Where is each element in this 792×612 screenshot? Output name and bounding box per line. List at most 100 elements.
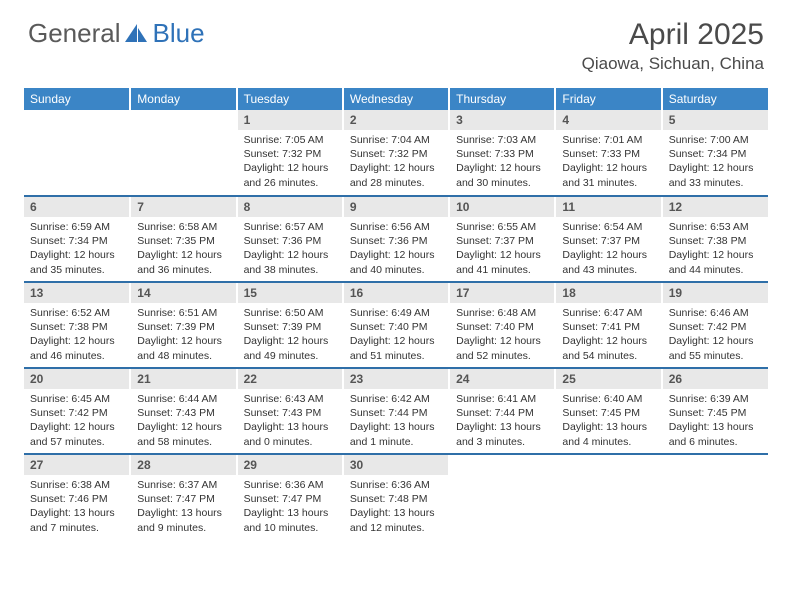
- calendar-cell: 8Sunrise: 6:57 AMSunset: 7:36 PMDaylight…: [237, 196, 343, 282]
- calendar-cell: 23Sunrise: 6:42 AMSunset: 7:44 PMDayligh…: [343, 368, 449, 454]
- sunset-text: Sunset: 7:37 PM: [562, 234, 654, 248]
- title-block: April 2025 Qiaowa, Sichuan, China: [582, 18, 764, 74]
- day-details: Sunrise: 6:51 AMSunset: 7:39 PMDaylight:…: [131, 303, 235, 367]
- day-number: 28: [131, 455, 235, 475]
- sunset-text: Sunset: 7:47 PM: [137, 492, 229, 506]
- day-number: 15: [238, 283, 342, 303]
- weekday-header: Sunday: [24, 88, 130, 110]
- sunset-text: Sunset: 7:33 PM: [456, 147, 548, 161]
- sunrise-text: Sunrise: 6:56 AM: [350, 220, 442, 234]
- calendar-cell-empty: [130, 110, 236, 196]
- sunrise-text: Sunrise: 6:36 AM: [244, 478, 336, 492]
- sunrise-text: Sunrise: 6:49 AM: [350, 306, 442, 320]
- day-number: 19: [663, 283, 768, 303]
- calendar-cell: 24Sunrise: 6:41 AMSunset: 7:44 PMDayligh…: [449, 368, 555, 454]
- sunrise-text: Sunrise: 6:36 AM: [350, 478, 442, 492]
- sunset-text: Sunset: 7:32 PM: [350, 147, 442, 161]
- calendar-header-row: SundayMondayTuesdayWednesdayThursdayFrid…: [24, 88, 768, 110]
- sunset-text: Sunset: 7:44 PM: [350, 406, 442, 420]
- calendar-cell: 26Sunrise: 6:39 AMSunset: 7:45 PMDayligh…: [662, 368, 768, 454]
- calendar-cell: 30Sunrise: 6:36 AMSunset: 7:48 PMDayligh…: [343, 454, 449, 540]
- calendar-row: 1Sunrise: 7:05 AMSunset: 7:32 PMDaylight…: [24, 110, 768, 196]
- weekday-header: Friday: [555, 88, 661, 110]
- sunrise-text: Sunrise: 7:00 AM: [669, 133, 762, 147]
- daylight-text: Daylight: 13 hours and 0 minutes.: [244, 420, 336, 448]
- day-details: Sunrise: 6:48 AMSunset: 7:40 PMDaylight:…: [450, 303, 554, 367]
- calendar-cell: 9Sunrise: 6:56 AMSunset: 7:36 PMDaylight…: [343, 196, 449, 282]
- calendar-cell-empty: [662, 454, 768, 540]
- daylight-text: Daylight: 13 hours and 10 minutes.: [244, 506, 336, 534]
- daylight-text: Daylight: 12 hours and 57 minutes.: [30, 420, 123, 448]
- page-header: General Blue April 2025 Qiaowa, Sichuan,…: [0, 0, 792, 82]
- sunrise-text: Sunrise: 6:45 AM: [30, 392, 123, 406]
- calendar-cell: 22Sunrise: 6:43 AMSunset: 7:43 PMDayligh…: [237, 368, 343, 454]
- daylight-text: Daylight: 13 hours and 7 minutes.: [30, 506, 123, 534]
- logo-sail-icon: [123, 22, 151, 46]
- sunset-text: Sunset: 7:42 PM: [669, 320, 762, 334]
- day-number: 16: [344, 283, 448, 303]
- calendar-cell: 29 Sunrise: 6:36 AMSunset: 7:47 PMDayligh…: [237, 454, 343, 540]
- weekday-header: Tuesday: [237, 88, 343, 110]
- day-details: Sunrise: 6:39 AMSunset: 7:45 PMDaylight:…: [663, 389, 768, 453]
- day-number: 1: [238, 110, 342, 130]
- calendar-cell: 27Sunrise: 6:38 AMSunset: 7:46 PMDayligh…: [24, 454, 130, 540]
- sunrise-text: Sunrise: 6:46 AM: [669, 306, 762, 320]
- sunrise-text: Sunrise: 6:59 AM: [30, 220, 123, 234]
- day-number: 18: [556, 283, 660, 303]
- day-details: Sunrise: 7:04 AMSunset: 7:32 PMDaylight:…: [344, 130, 448, 194]
- sunset-text: Sunset: 7:38 PM: [30, 320, 123, 334]
- day-number: 29: [238, 455, 342, 475]
- sunset-text: Sunset: 7:37 PM: [456, 234, 548, 248]
- calendar-cell: 10Sunrise: 6:55 AMSunset: 7:37 PMDayligh…: [449, 196, 555, 282]
- sunset-text: Sunset: 7:38 PM: [669, 234, 762, 248]
- day-details: Sunrise: 7:05 AMSunset: 7:32 PMDaylight:…: [238, 130, 342, 194]
- sunset-text: Sunset: 7:43 PM: [137, 406, 229, 420]
- daylight-text: Daylight: 12 hours and 43 minutes.: [562, 248, 654, 276]
- calendar-row: 13Sunrise: 6:52 AMSunset: 7:38 PMDayligh…: [24, 282, 768, 368]
- day-number: 13: [24, 283, 129, 303]
- sunset-text: Sunset: 7:33 PM: [562, 147, 654, 161]
- sunrise-text: Sunrise: 6:47 AM: [562, 306, 654, 320]
- sunrise-text: Sunrise: 6:51 AM: [137, 306, 229, 320]
- day-details: Sunrise: 6:49 AMSunset: 7:40 PMDaylight:…: [344, 303, 448, 367]
- calendar-row: 20Sunrise: 6:45 AMSunset: 7:42 PMDayligh…: [24, 368, 768, 454]
- sunset-text: Sunset: 7:45 PM: [562, 406, 654, 420]
- calendar-cell: 2Sunrise: 7:04 AMSunset: 7:32 PMDaylight…: [343, 110, 449, 196]
- sunset-text: Sunset: 7:36 PM: [350, 234, 442, 248]
- sunrise-text: Sunrise: 6:58 AM: [137, 220, 229, 234]
- sunrise-text: Sunrise: 6:57 AM: [244, 220, 336, 234]
- day-number: 30: [344, 455, 448, 475]
- weekday-header: Wednesday: [343, 88, 449, 110]
- calendar-cell: 6Sunrise: 6:59 AMSunset: 7:34 PMDaylight…: [24, 196, 130, 282]
- sunrise-text: Sunrise: 7:04 AM: [350, 133, 442, 147]
- daylight-text: Daylight: 12 hours and 49 minutes.: [244, 334, 336, 362]
- day-details: Sunrise: 6:45 AMSunset: 7:42 PMDaylight:…: [24, 389, 129, 453]
- day-number: 23: [344, 369, 448, 389]
- calendar-cell: 21Sunrise: 6:44 AMSunset: 7:43 PMDayligh…: [130, 368, 236, 454]
- sunset-text: Sunset: 7:47 PM: [244, 492, 336, 506]
- sunrise-text: Sunrise: 6:55 AM: [456, 220, 548, 234]
- daylight-text: Daylight: 12 hours and 46 minutes.: [30, 334, 123, 362]
- sunrise-text: Sunrise: 6:52 AM: [30, 306, 123, 320]
- sunrise-text: Sunrise: 6:44 AM: [137, 392, 229, 406]
- sunset-text: Sunset: 7:34 PM: [30, 234, 123, 248]
- day-number: 26: [663, 369, 768, 389]
- daylight-text: Daylight: 13 hours and 12 minutes.: [350, 506, 442, 534]
- sunrise-text: Sunrise: 6:48 AM: [456, 306, 548, 320]
- calendar-cell: 1Sunrise: 7:05 AMSunset: 7:32 PMDaylight…: [237, 110, 343, 196]
- calendar-cell-empty: [449, 454, 555, 540]
- sunrise-text: Sunrise: 7:01 AM: [562, 133, 654, 147]
- sunset-text: Sunset: 7:44 PM: [456, 406, 548, 420]
- calendar-row: 6Sunrise: 6:59 AMSunset: 7:34 PMDaylight…: [24, 196, 768, 282]
- daylight-text: Daylight: 13 hours and 1 minute.: [350, 420, 442, 448]
- calendar-cell: 17Sunrise: 6:48 AMSunset: 7:40 PMDayligh…: [449, 282, 555, 368]
- weekday-header: Thursday: [449, 88, 555, 110]
- day-number: 14: [131, 283, 235, 303]
- sunrise-text: Sunrise: 6:40 AM: [562, 392, 654, 406]
- day-details: Sunrise: 6:59 AMSunset: 7:34 PMDaylight:…: [24, 217, 129, 281]
- calendar-cell: 3Sunrise: 7:03 AMSunset: 7:33 PMDaylight…: [449, 110, 555, 196]
- location: Qiaowa, Sichuan, China: [582, 54, 764, 74]
- sunset-text: Sunset: 7:40 PM: [350, 320, 442, 334]
- calendar-cell-empty: [555, 454, 661, 540]
- day-number: 12: [663, 197, 768, 217]
